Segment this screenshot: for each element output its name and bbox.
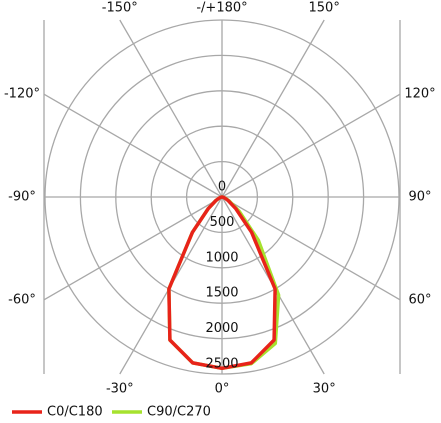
angle-tick-label: 120°	[404, 87, 435, 102]
grid-spoke	[221, 196, 401, 301]
grid-spoke	[221, 93, 401, 198]
angle-tick-label: 60°	[408, 292, 431, 307]
angle-tick-label: 0°	[215, 382, 230, 397]
r-tick-label: 0	[218, 180, 226, 195]
r-tick-label: 1000	[205, 250, 238, 265]
angle-tick-label: -30°	[106, 382, 134, 397]
r-tick-label: 2000	[205, 321, 238, 336]
labels: 0 500 1000 1500 2000 2500 0° 30° 60° 90° 120° 150° -…	[4, 1, 436, 397]
grid-spoke	[221, 19, 325, 198]
r-tick-label: 500	[210, 215, 235, 230]
angle-tick-label: 90°	[408, 190, 431, 205]
series-line	[167, 195, 277, 371]
angle-tick-label: 150°	[309, 1, 340, 16]
angle-tick-label: -/+180°	[196, 1, 247, 16]
curves	[167, 195, 281, 371]
legend-label: C0/C180	[47, 405, 103, 420]
r-tick-label: 1500	[205, 286, 238, 301]
legend-label: C90/C270	[147, 405, 211, 420]
r-tick-label: 2500	[205, 357, 238, 372]
angle-tick-label: 30°	[313, 382, 336, 397]
angle-tick-label: -120°	[4, 87, 40, 102]
grid-spoke	[43, 196, 223, 301]
angle-tick-label: -60°	[8, 292, 36, 307]
angle-tick-label: -90°	[8, 190, 36, 205]
angle-tick-label: -150°	[102, 1, 138, 16]
grid-spoke	[43, 93, 223, 198]
legend: C0/C180 C90/C270	[12, 405, 211, 420]
grid-spoke	[119, 19, 223, 198]
